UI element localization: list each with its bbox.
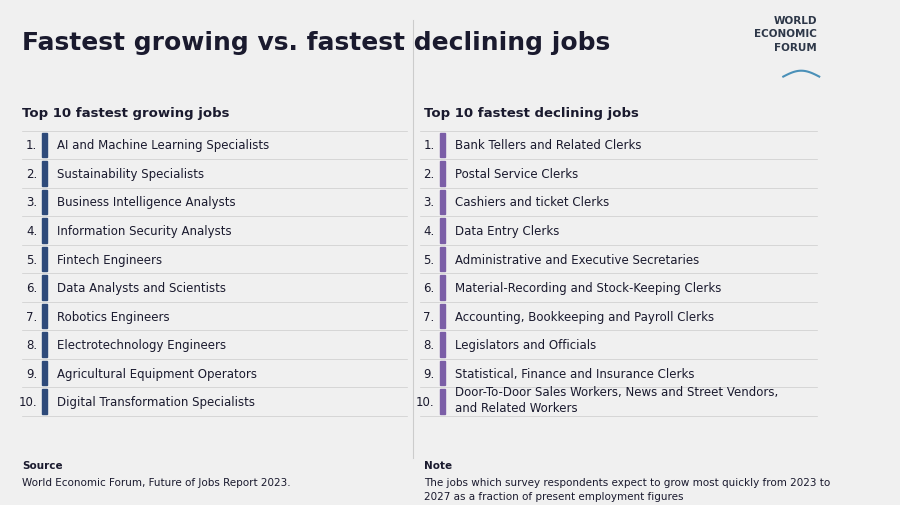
Bar: [42, 190, 48, 215]
Text: 7.: 7.: [26, 310, 37, 323]
Text: The jobs which survey respondents expect to grow most quickly from 2023 to
2027 : The jobs which survey respondents expect…: [424, 477, 830, 500]
Text: World Economic Forum, Future of Jobs Report 2023.: World Economic Forum, Future of Jobs Rep…: [22, 477, 291, 487]
Text: Fastest growing vs. fastest declining jobs: Fastest growing vs. fastest declining jo…: [22, 31, 610, 55]
Text: 9.: 9.: [423, 367, 435, 380]
Bar: [439, 389, 445, 414]
Text: Statistical, Finance and Insurance Clerks: Statistical, Finance and Insurance Clerk…: [454, 367, 694, 380]
Text: Information Security Analysts: Information Security Analysts: [58, 225, 232, 237]
Text: Data Analysts and Scientists: Data Analysts and Scientists: [58, 281, 227, 294]
Text: 4.: 4.: [26, 225, 37, 237]
Bar: [42, 133, 48, 158]
Text: Door-To-Door Sales Workers, News and Street Vendors,
and Related Workers: Door-To-Door Sales Workers, News and Str…: [454, 385, 778, 414]
Bar: [42, 162, 48, 186]
Bar: [439, 190, 445, 215]
Text: Sustainability Specialists: Sustainability Specialists: [58, 168, 204, 181]
Text: Note: Note: [424, 460, 452, 470]
Text: 10.: 10.: [416, 395, 435, 409]
Text: Robotics Engineers: Robotics Engineers: [58, 310, 170, 323]
Bar: [439, 162, 445, 186]
Text: 9.: 9.: [26, 367, 37, 380]
Text: Top 10 fastest growing jobs: Top 10 fastest growing jobs: [22, 107, 230, 120]
Text: 4.: 4.: [423, 225, 435, 237]
Bar: [439, 219, 445, 243]
Bar: [42, 304, 48, 329]
Text: 6.: 6.: [26, 281, 37, 294]
Text: 8.: 8.: [423, 338, 435, 351]
Text: 6.: 6.: [423, 281, 435, 294]
Bar: [439, 333, 445, 357]
Text: Agricultural Equipment Operators: Agricultural Equipment Operators: [58, 367, 257, 380]
Text: 2.: 2.: [423, 168, 435, 181]
Text: 5.: 5.: [26, 253, 37, 266]
Text: Material-Recording and Stock-Keeping Clerks: Material-Recording and Stock-Keeping Cle…: [454, 281, 721, 294]
Bar: [42, 247, 48, 272]
Text: Top 10 fastest declining jobs: Top 10 fastest declining jobs: [424, 107, 639, 120]
Text: Administrative and Executive Secretaries: Administrative and Executive Secretaries: [454, 253, 699, 266]
Text: Source: Source: [22, 460, 63, 470]
Text: 3.: 3.: [26, 196, 37, 209]
Text: 10.: 10.: [19, 395, 37, 409]
Bar: [439, 361, 445, 386]
Text: WORLD
ECONOMIC
FORUM: WORLD ECONOMIC FORUM: [754, 16, 816, 53]
Bar: [439, 247, 445, 272]
Text: Electrotechnology Engineers: Electrotechnology Engineers: [58, 338, 227, 351]
Text: Postal Service Clerks: Postal Service Clerks: [454, 168, 578, 181]
Bar: [439, 304, 445, 329]
Bar: [42, 333, 48, 357]
Text: Cashiers and ticket Clerks: Cashiers and ticket Clerks: [454, 196, 609, 209]
Text: Business Intelligence Analysts: Business Intelligence Analysts: [58, 196, 236, 209]
Bar: [42, 361, 48, 386]
Text: 5.: 5.: [423, 253, 435, 266]
Bar: [42, 219, 48, 243]
Text: Data Entry Clerks: Data Entry Clerks: [454, 225, 559, 237]
Text: Fintech Engineers: Fintech Engineers: [58, 253, 163, 266]
Text: Legislators and Officials: Legislators and Officials: [454, 338, 596, 351]
Text: Accounting, Bookkeeping and Payroll Clerks: Accounting, Bookkeeping and Payroll Cler…: [454, 310, 714, 323]
Bar: [439, 276, 445, 300]
Text: 8.: 8.: [26, 338, 37, 351]
Bar: [42, 276, 48, 300]
Text: AI and Machine Learning Specialists: AI and Machine Learning Specialists: [58, 139, 270, 152]
Text: 1.: 1.: [423, 139, 435, 152]
Text: 2.: 2.: [26, 168, 37, 181]
Text: 7.: 7.: [423, 310, 435, 323]
Text: 3.: 3.: [423, 196, 435, 209]
Bar: [439, 133, 445, 158]
Text: Digital Transformation Specialists: Digital Transformation Specialists: [58, 395, 256, 409]
Text: 1.: 1.: [26, 139, 37, 152]
Bar: [42, 389, 48, 414]
Text: Bank Tellers and Related Clerks: Bank Tellers and Related Clerks: [454, 139, 641, 152]
